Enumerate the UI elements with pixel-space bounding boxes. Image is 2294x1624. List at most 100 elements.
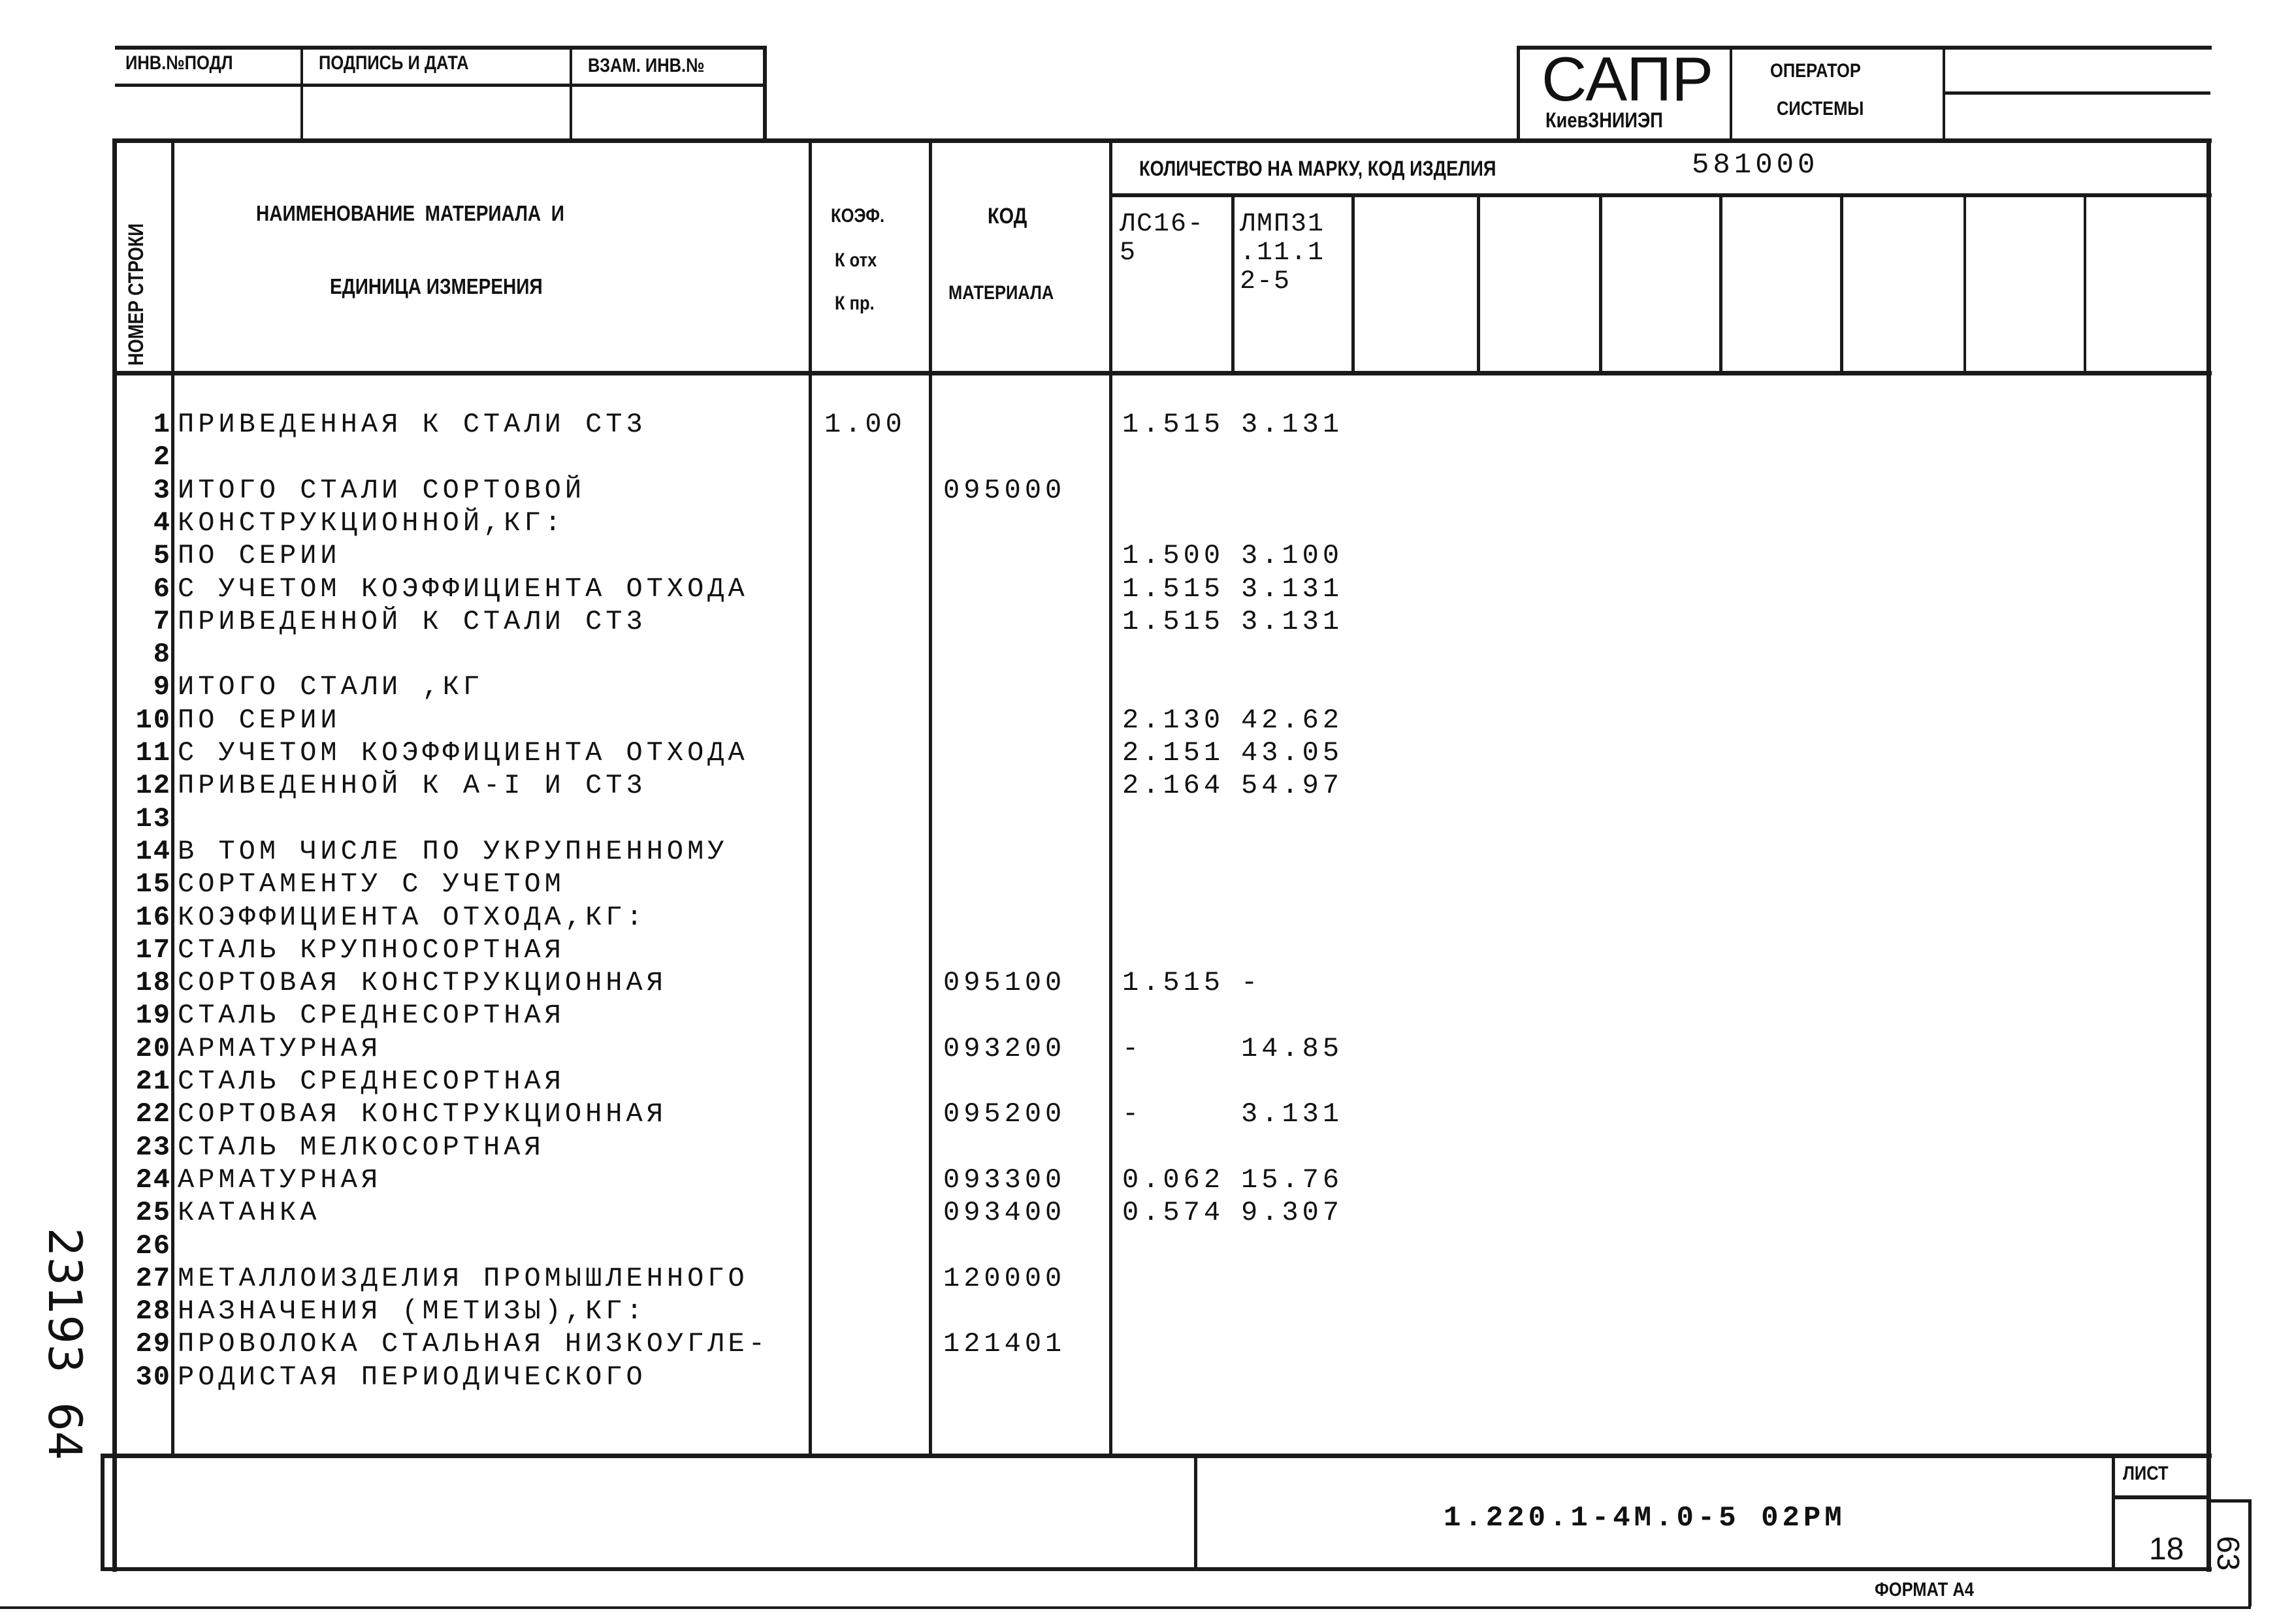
sapr-logo: САПР [1542,44,1714,114]
quantity-mark-2: 43.05 [1241,737,1344,769]
row-number: 20 [135,1032,171,1064]
table-row: 13 [0,803,2210,836]
table-row: 23 СТАЛЬ МЕЛКОСОРТНАЯ [0,1132,2210,1164]
table-row: 14 В ТОМ ЧИСЛЕ ПО УКРУПНЕННОМУ [0,836,2210,868]
mark-column-1: ЛС16- 5 [1120,210,1205,268]
material-name: РОДИСТАЯ ПЕРИОДИЧЕСКОГО [178,1361,647,1393]
quantity-mark-2: 3.100 [1241,540,1344,572]
row-number: 2 [153,441,171,473]
material-name: ПРИВЕДЕННОЙ К А-I И СТ3 [178,770,647,802]
material-name: КАТАНКА [178,1197,321,1229]
table-row: 3 ИТОГО СТАЛИ СОРТОВОЙ 095000 [0,475,2210,507]
quantity-header: КОЛИЧЕСТВО НА МАРКУ, КОД ИЗДЕЛИЯ [1139,157,1496,180]
operator-label: ОПЕРАТОР [1770,60,1861,82]
quantity-mark-1: 0.574 [1122,1197,1225,1229]
organization-name: КиевЗНИИЭП [1545,108,1663,132]
quantity-mark-1: - [1122,1032,1143,1064]
table-row: 29 ПРОВОЛОКА СТАЛЬНАЯ НИЗКОУГЛЕ- 121401 [0,1328,2210,1361]
table-row: 27 МЕТАЛЛОИЗДЕЛИЯ ПРОМЫШЛЕННОГО 120000 [0,1263,2210,1296]
material-code: 095100 [943,967,1066,999]
table-row: 16 КОЭФФИЦИЕНТА ОТХОДА,КГ: [0,902,2210,934]
material-name: КОНСТРУКЦИОННОЙ,КГ: [178,507,565,539]
row-number: 29 [135,1328,171,1360]
material-name: СОРТОВАЯ КОНСТРУКЦИОННАЯ [178,967,667,999]
table-row: 4 КОНСТРУКЦИОННОЙ,КГ: [0,507,2210,540]
koef-value: 1.00 [824,409,906,440]
table-row: 17 СТАЛЬ КРУПНОСОРТНАЯ [0,934,2210,967]
row-number: 17 [135,934,171,966]
table-row: 15 СОРТАМЕНТУ С УЧЕТОМ [0,868,2210,901]
quantity-mark-1: 1.515 [1122,573,1225,605]
material-code: 120000 [943,1262,1066,1294]
material-name: СТАЛЬ СРЕДНЕСОРТНАЯ [178,1000,565,1032]
table-row: 30 РОДИСТАЯ ПЕРИОДИЧЕСКОГО [0,1361,2210,1394]
row-number: 21 [135,1066,171,1097]
material-code: 093300 [943,1164,1066,1196]
material-name-header-line1: НАИМЕНОВАНИЕ МАТЕРИАЛА И [256,201,564,225]
quantity-mark-2: 3.131 [1241,605,1344,637]
quantity-mark-2: 3.131 [1241,573,1344,605]
k-otx-header: К отх [835,249,877,271]
table-row: 22 СОРТОВАЯ КОНСТРУКЦИОННАЯ 095200 - 3.131 [0,1098,2210,1131]
table-row: 21 СТАЛЬ СРЕДНЕСОРТНАЯ [0,1066,2210,1098]
quantity-mark-2: 15.76 [1241,1164,1344,1196]
table-row: 26 [0,1230,2210,1263]
table-row: 5 ПО СЕРИИ 1.500 3.100 [0,540,2210,573]
signature-date-label: ПОДПИСЬ И ДАТА [319,52,469,74]
table-row: 25 КАТАНКА 093400 0.574 9.307 [0,1197,2210,1230]
material-name: НАЗНАЧЕНИЯ (МЕТИЗЫ),КГ: [178,1296,647,1328]
row-number: 18 [135,967,171,999]
material-name: С УЧЕТОМ КОЭФФИЦИЕНТА ОТХОДА [178,573,749,605]
product-code: 581000 [1692,149,1819,182]
table-row: 1 ПРИВЕДЕННАЯ К СТАЛИ СТ3 1.00 1.515 3.131 [0,409,2210,441]
row-number: 1 [153,409,171,440]
row-number: 30 [135,1361,171,1393]
table-row: 7 ПРИВЕДЕННОЙ К СТАЛИ СТ3 1.515 3.131 [0,606,2210,639]
quantity-mark-1: 1.515 [1122,409,1225,440]
material-name: ПО СЕРИИ [178,540,341,572]
material-name: ИТОГО СТАЛИ ,КГ [178,671,484,703]
quantity-mark-1: 0.062 [1122,1164,1225,1196]
table-row: 20 АРМАТУРНАЯ 093200 - 14.85 [0,1033,2210,1066]
row-number: 13 [135,803,171,835]
row-number: 4 [153,507,171,539]
table-row: 28 НАЗНАЧЕНИЯ (МЕТИЗЫ),КГ: [0,1296,2210,1328]
material-name: КОЭФФИЦИЕНТА ОТХОДА,КГ: [178,901,647,933]
quantity-mark-2: 54.97 [1241,770,1344,802]
material-name: ПРОВОЛОКА СТАЛЬНАЯ НИЗКОУГЛЕ- [178,1328,769,1360]
row-number: 7 [153,605,171,637]
koef-header: КОЭФ. [831,205,885,227]
row-number: 12 [135,770,171,802]
code-header: КОД [988,204,1027,229]
quantity-mark-1: 2.130 [1122,704,1225,736]
quantity-mark-2: 9.307 [1241,1197,1344,1229]
table-row: 6 С УЧЕТОМ КОЭФФИЦИЕНТА ОТХОДА 1.515 3.131 [0,573,2210,606]
quantity-mark-1: 1.500 [1122,540,1225,572]
row-number: 22 [135,1098,171,1130]
row-number: 25 [135,1197,171,1229]
material-name: СТАЛЬ МЕЛКОСОРТНАЯ [178,1131,545,1163]
row-number: 11 [135,737,171,769]
row-number: 26 [135,1230,171,1262]
material-code: 121401 [943,1328,1066,1360]
row-number: 6 [153,573,171,605]
material-name: СТАЛЬ СРЕДНЕСОРТНАЯ [178,1066,565,1097]
system-label: СИСТЕМЫ [1777,98,1864,119]
table-row: 8 [0,639,2210,671]
quantity-mark-1: 2.164 [1122,770,1225,802]
quantity-mark-2: 42.62 [1241,704,1344,736]
table-row: 11 С УЧЕТОМ КОЭФФИЦИЕНТА ОТХОДА 2.151 43.0… [0,737,2210,770]
row-number: 16 [135,901,171,933]
material-name: С УЧЕТОМ КОЭФФИЦИЕНТА ОТХОДА [178,737,749,769]
material-name: СТАЛЬ КРУПНОСОРТНАЯ [178,934,565,966]
row-number-header: НОМЕР СТРОКИ [124,223,148,366]
quantity-mark-1: - [1122,1098,1143,1130]
row-number: 8 [153,639,171,671]
table-row: 19 СТАЛЬ СРЕДНЕСОРТНАЯ [0,1000,2210,1032]
table-row: 9 ИТОГО СТАЛИ ,КГ [0,671,2210,704]
material-name-header-line2: ЕДИНИЦА ИЗМЕРЕНИЯ [330,274,543,298]
row-number: 24 [135,1164,171,1196]
material-code-header: МАТЕРИАЛА [948,282,1054,304]
material-name: В ТОМ ЧИСЛЕ ПО УКРУПНЕННОМУ [178,835,728,867]
material-name: АРМАТУРНАЯ [178,1164,382,1196]
